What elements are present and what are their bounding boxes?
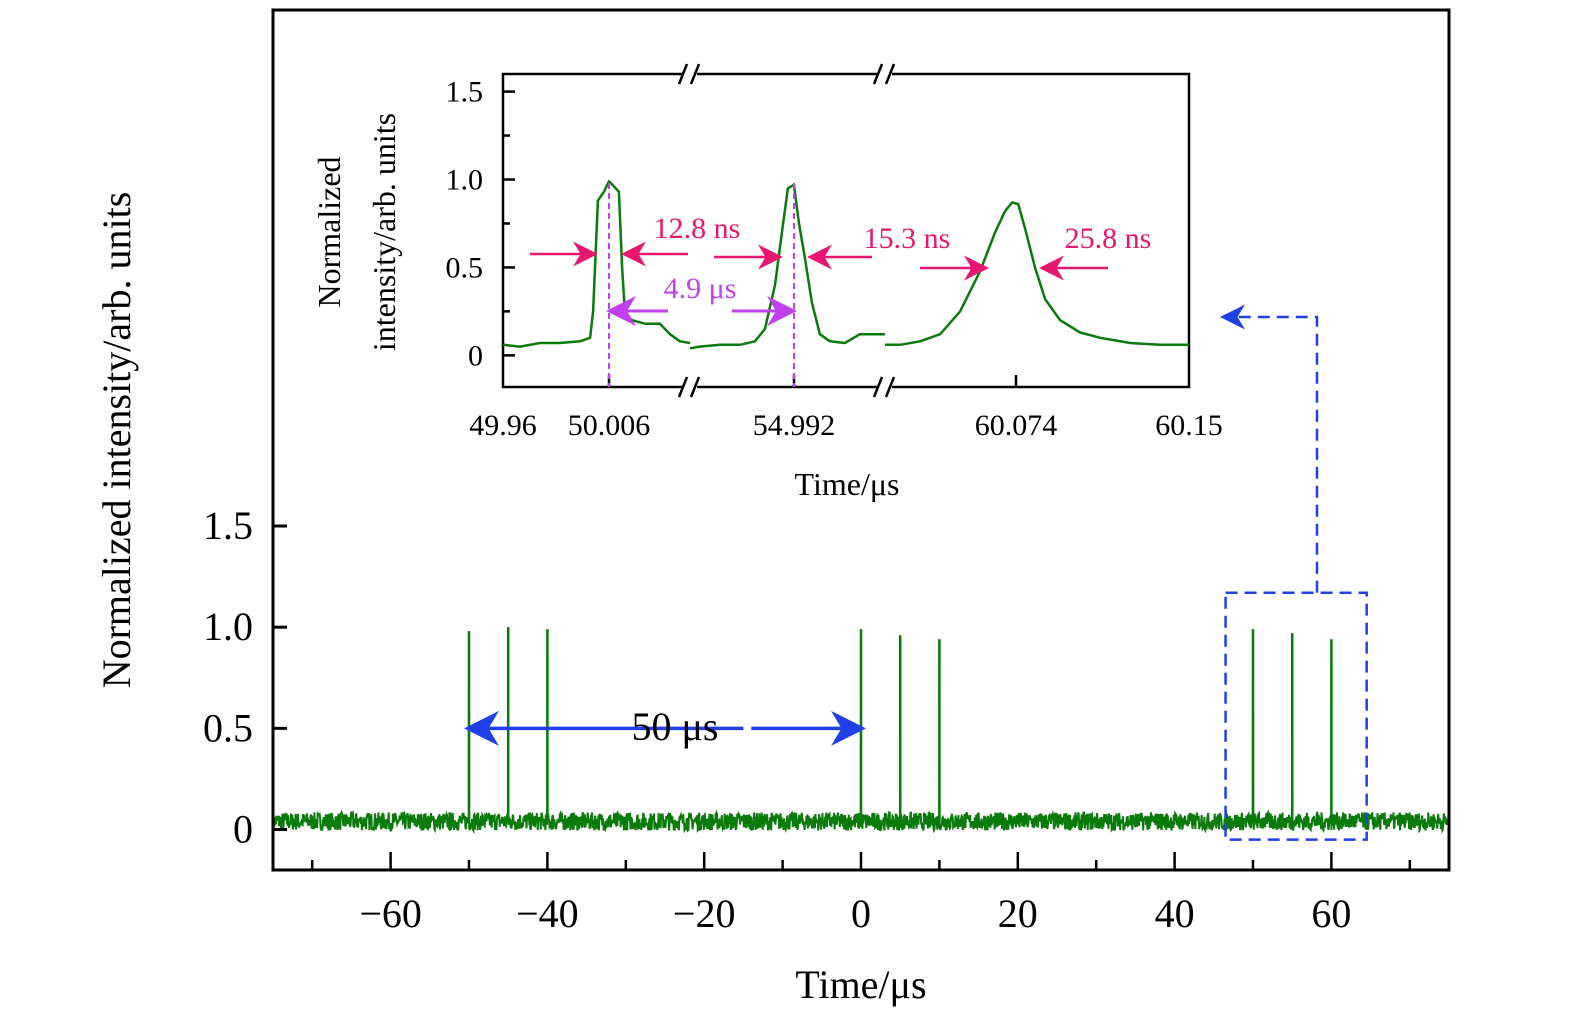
axis-break-mark [884,63,896,85]
axis-break-mark [884,376,896,398]
inset-y-tick-label: 1.5 [446,76,484,109]
annotation-4-9us: 4.9 μs [664,272,737,305]
inset-y-tick-label: 1.0 [446,164,484,197]
main-x-tick-label: 60 [1311,891,1351,936]
main-x-tick-label: −20 [673,891,736,936]
axis-break-mark [689,63,701,85]
main-y-tick-label: 1.0 [203,604,253,649]
main-x-tick-label: −60 [359,891,422,936]
zoom-box [1224,591,1368,841]
main-y-axis-label: Normalized intensity/arb. units [94,192,139,689]
main-x-tick-label: 0 [851,891,871,936]
inset-x-tick-label: 60.15 [1155,409,1223,442]
main-y-tick-label: 0.5 [203,705,253,750]
axis-break-mark [677,63,689,85]
axis-break-mark [872,376,884,398]
inset-y-axis-label-line1: Normalized [311,156,347,307]
axis-break-gap [683,70,697,78]
inset-signal-segment-0 [502,180,691,348]
main-x-tick-label: −40 [516,891,579,936]
annotation-25-8ns: 25.8 ns [1065,222,1152,255]
annotation-50us: 50 μs [631,704,718,749]
inset-y-tick-label: 0 [468,339,483,372]
inset-signal-segment-2 [885,201,1190,347]
inset-x-tick-label: 50.006 [568,409,651,442]
inset-y-axis-label-line2: intensity/arb. units [366,113,402,351]
axis-break-mark [689,376,701,398]
inset-plot-frame [501,72,1191,389]
inset-y-tick-label: 0.5 [446,251,484,284]
axis-break-mark [872,63,884,85]
axis-break-mark [677,376,689,398]
inset-x-tick-label: 60.074 [975,409,1058,442]
axis-break-gap [878,70,892,78]
inset-signal-segment-1 [689,183,885,350]
main-x-tick-label: 40 [1155,891,1195,936]
annotation-12-8ns: 12.8 ns [654,212,741,245]
axis-break-gap [683,383,697,391]
inset-x-tick-label: 49.96 [469,409,537,442]
main-y-tick-label: 0 [233,807,253,852]
axis-break-gap [878,383,892,391]
main-x-axis-label: Time/μs [795,962,926,1007]
zoom-connector-arrow [1220,304,1319,593]
main-y-tick-label: 1.5 [203,503,253,548]
main-chart: −60 −40 −20 0 20 40 60 0 0.5 1.0 1.5 [203,8,1451,936]
inset-chart: 49.96 50.006 54.992 60.074 60.15 0 0.5 1.0 1.5 [446,63,1223,442]
annotation-15-3ns: 15.3 ns [864,222,951,255]
inset-x-tick-label: 54.992 [753,409,836,442]
inset-x-axis-label: Time/μs [795,466,900,502]
main-x-tick-label: 20 [998,891,1038,936]
